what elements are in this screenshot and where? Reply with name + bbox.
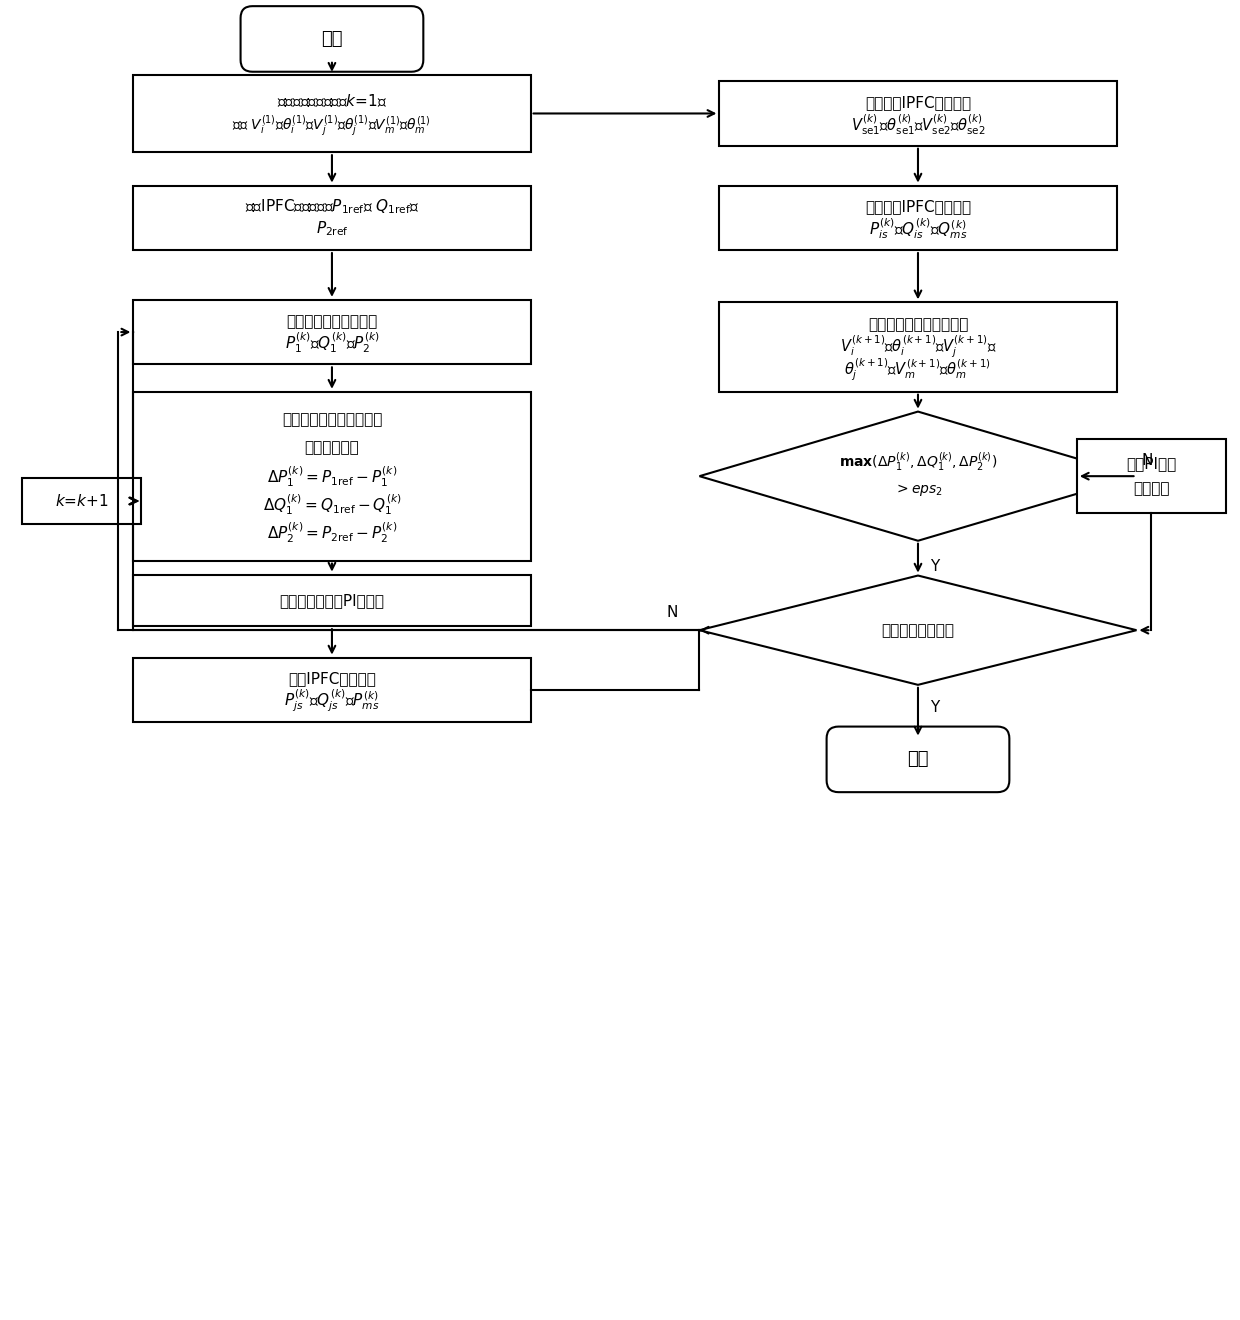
Bar [719, 81, 1117, 145]
Text: $\mathbf{max}(\Delta P_1^{(k)},\Delta Q_1^{(k)},\Delta P_2^{(k)})$: $\mathbf{max}(\Delta P_1^{(k)},\Delta Q_… [838, 451, 997, 474]
Text: $P_1^{(k)}$、$Q_1^{(k)}$、$P_2^{(k)}$: $P_1^{(k)}$、$Q_1^{(k)}$、$P_2^{(k)}$ [285, 330, 379, 355]
Bar [719, 186, 1117, 249]
Text: 是否达到收敛要求: 是否达到收敛要求 [882, 623, 955, 638]
Text: $P_{is}^{(k)}$、$Q_{is}^{(k)}$、$Q_{ms}^{(k)}$: $P_{is}^{(k)}$、$Q_{is}^{(k)}$、$Q_{ms}^{(… [869, 216, 967, 242]
Text: $V_{\rm se1}^{(k)}$、$\theta_{\rm se1}^{(k)}$、$V_{\rm se2}^{(k)}$、$\theta_{\rm se: $V_{\rm se1}^{(k)}$、$\theta_{\rm se1}^{(… [851, 112, 986, 136]
Text: 器参数值: 器参数值 [1133, 480, 1169, 496]
Bar [719, 302, 1117, 392]
Bar [133, 300, 531, 364]
Text: 重设PI控制: 重设PI控制 [1126, 457, 1177, 471]
Bar [133, 186, 531, 249]
Bar [133, 657, 531, 722]
Text: 将控制目标值与被控线路: 将控制目标值与被控线路 [281, 412, 382, 428]
Text: $k$=$k$+1: $k$=$k$+1 [55, 492, 108, 510]
Text: 结束: 结束 [908, 750, 929, 768]
Text: 开始: 开始 [321, 30, 342, 48]
Text: $>eps_2$: $>eps_2$ [894, 482, 942, 498]
Text: 求解得到IPFC注入功率: 求解得到IPFC注入功率 [866, 199, 971, 215]
Text: $V_i^{(k+1)}$、$\theta_i^{(k+1)}$、$V_j^{(k+1)}$、: $V_i^{(k+1)}$、$\theta_i^{(k+1)}$、$V_j^{(… [839, 334, 997, 360]
FancyBboxPatch shape [827, 726, 1009, 792]
Text: $\theta_j^{(k+1)}$、$V_m^{(k+1)}$、$\theta_m^{(k+1)}$: $\theta_j^{(k+1)}$、$V_m^{(k+1)}$、$\theta… [844, 356, 992, 383]
Polygon shape [699, 412, 1137, 541]
Bar [133, 392, 531, 561]
Text: $P_{\rm 2ref}$: $P_{\rm 2ref}$ [315, 219, 348, 238]
Text: $\Delta P_2^{(k)}=P_{\rm 2ref}-P_2^{(k)}$: $\Delta P_2^{(k)}=P_{\rm 2ref}-P_2^{(k)}… [267, 520, 397, 545]
Text: 潮流方程初始化，令$k$=1，: 潮流方程初始化，令$k$=1， [277, 92, 387, 110]
Bar [133, 574, 531, 626]
Text: $\Delta P_1^{(k)}=P_{\rm 1ref}-P_1^{(k)}$: $\Delta P_1^{(k)}=P_{\rm 1ref}-P_1^{(k)}… [267, 463, 397, 488]
Text: 求解得到IPFC运行参数: 求解得到IPFC运行参数 [866, 95, 971, 110]
FancyBboxPatch shape [241, 7, 423, 71]
Text: 求解被控线路实际潮流: 求解被控线路实际潮流 [286, 314, 377, 329]
Text: N: N [1142, 453, 1153, 469]
Text: 得到IPFC注入功率: 得到IPFC注入功率 [288, 672, 376, 686]
Text: N: N [666, 606, 677, 620]
Text: 系统潮流方程求解，得到: 系统潮流方程求解，得到 [868, 317, 968, 333]
Bar [22, 478, 141, 524]
Text: Y: Y [930, 558, 939, 574]
Text: $\Delta Q_1^{(k)}=Q_{\rm 1ref}-Q_1^{(k)}$: $\Delta Q_1^{(k)}=Q_{\rm 1ref}-Q_1^{(k)}… [263, 492, 402, 516]
Polygon shape [699, 576, 1137, 685]
Text: 实际潮流作差: 实际潮流作差 [305, 441, 360, 455]
Bar [1076, 440, 1226, 513]
Text: $P_{js}^{(k)}$、$Q_{js}^{(k)}$、$P_{ms}^{(k)}$: $P_{js}^{(k)}$、$Q_{js}^{(k)}$、$P_{ms}^{(… [284, 688, 379, 714]
Text: 上一步结果输入PI控制器: 上一步结果输入PI控制器 [279, 593, 384, 609]
Text: 设定 $V_i^{(1)}$、$\theta_i^{(1)}$、$V_j^{(1)}$、$\theta_j^{(1)}$、$V_m^{(1)}$、$\theta: 设定 $V_i^{(1)}$、$\theta_i^{(1)}$、$V_j^{(1… [232, 114, 432, 139]
Text: Y: Y [930, 700, 939, 714]
Text: 设定IPFC控制目标值$P_{\rm 1ref}$、 $Q_{\rm 1ref}$、: 设定IPFC控制目标值$P_{\rm 1ref}$、 $Q_{\rm 1ref}… [244, 198, 419, 216]
Bar [133, 75, 531, 152]
